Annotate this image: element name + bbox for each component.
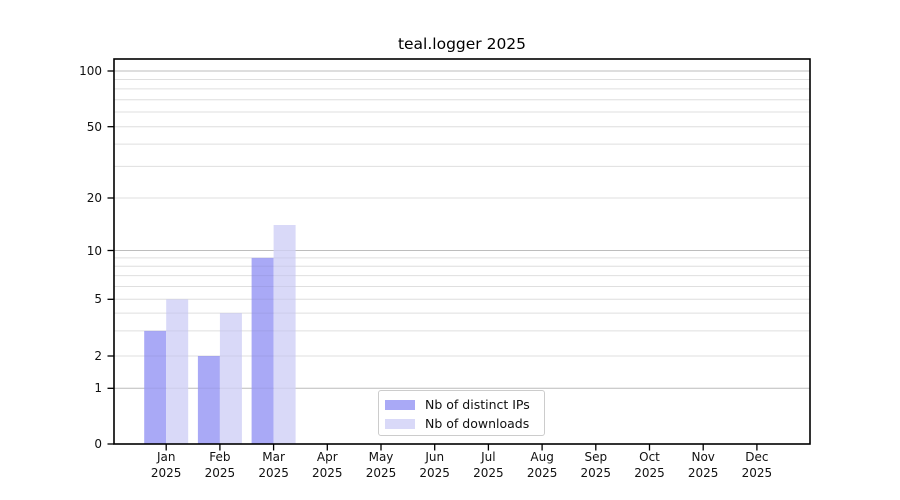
bars <box>144 225 296 444</box>
xtick-year: 2025 <box>365 465 397 480</box>
ytick-label-50: 50 <box>86 119 102 134</box>
legend-swatch-icon <box>385 399 415 410</box>
xtick-month: Feb <box>209 450 231 464</box>
legend-label: Nb of distinct IPs <box>425 397 530 412</box>
bar-nb-of-distinct-ips-jan <box>144 330 167 444</box>
xtick-year: 2025 <box>580 465 612 480</box>
legend-label: Nb of downloads <box>425 416 530 431</box>
xtick-month: Jan <box>156 450 176 464</box>
xtick-month: Sep <box>584 450 608 464</box>
xtick-month: Aug <box>530 450 554 464</box>
xtick-label-mar: Mar 2025 <box>242 450 306 481</box>
gridlines <box>114 70 810 389</box>
ytick-label-10: 10 <box>86 243 102 258</box>
xtick-label-feb: Feb 2025 <box>188 450 252 481</box>
ytick-label-2: 2 <box>94 349 102 363</box>
xtick-label-apr: Apr 2025 <box>295 450 359 481</box>
chart-title: teal.logger 2025 <box>397 35 527 53</box>
xtick-label-dec: Dec 2025 <box>725 450 789 481</box>
legend-swatch-icon <box>385 418 415 429</box>
xtick-month: Jun <box>425 450 445 464</box>
xtick-month: Nov <box>691 450 715 464</box>
plot-frame <box>113 58 811 445</box>
ytick-label-20: 20 <box>86 191 102 205</box>
xtick-year: 2025 <box>204 465 236 480</box>
tick-marks <box>107 70 758 451</box>
xtick-year: 2025 <box>419 465 450 480</box>
legend: Nb of distinct IPs Nb of downloads <box>378 390 545 436</box>
gridline-overlay <box>114 70 810 389</box>
bar-nb-of-downloads-feb <box>219 313 242 444</box>
xtick-year: 2025 <box>473 465 504 480</box>
xtick-year: 2025 <box>258 465 289 480</box>
xtick-month: Mar <box>262 450 285 464</box>
xtick-year: 2025 <box>741 465 773 480</box>
xtick-year: 2025 <box>150 465 182 480</box>
xtick-year: 2025 <box>634 465 665 480</box>
bar-nb-of-downloads-jan <box>166 299 189 444</box>
xtick-label-aug: Aug 2025 <box>510 450 574 481</box>
ytick-label-5: 5 <box>94 292 102 307</box>
bar-nb-of-downloads-mar <box>273 225 296 444</box>
ytick-label-100: 100 <box>79 64 102 78</box>
xtick-label-jul: Jul 2025 <box>456 450 520 481</box>
xtick-year: 2025 <box>526 465 558 480</box>
xtick-label-may: May 2025 <box>349 450 413 481</box>
ytick-label-1: 1 <box>94 381 102 396</box>
xtick-year: 2025 <box>687 465 719 480</box>
legend-item-nb-of-distinct-ips: Nb of distinct IPs <box>385 395 544 414</box>
legend-item-nb-of-downloads: Nb of downloads <box>385 414 544 433</box>
xtick-year: 2025 <box>312 465 343 480</box>
xtick-label-jan: Jan 2025 <box>134 450 198 481</box>
xtick-month: May <box>368 450 394 464</box>
xtick-label-sep: Sep 2025 <box>564 450 628 481</box>
xtick-month: Oct <box>639 450 660 464</box>
bar-nb-of-distinct-ips-feb <box>197 356 220 444</box>
xtick-label-oct: Oct 2025 <box>618 450 682 481</box>
xtick-month: Dec <box>745 450 769 464</box>
bar-nb-of-distinct-ips-mar <box>251 257 274 444</box>
ytick-label-0: 0 <box>94 437 102 451</box>
xtick-label-nov: Nov 2025 <box>671 450 735 481</box>
xtick-label-jun: Jun 2025 <box>403 450 467 481</box>
xtick-month: Jul <box>481 450 496 464</box>
xtick-month: Apr <box>316 450 338 464</box>
